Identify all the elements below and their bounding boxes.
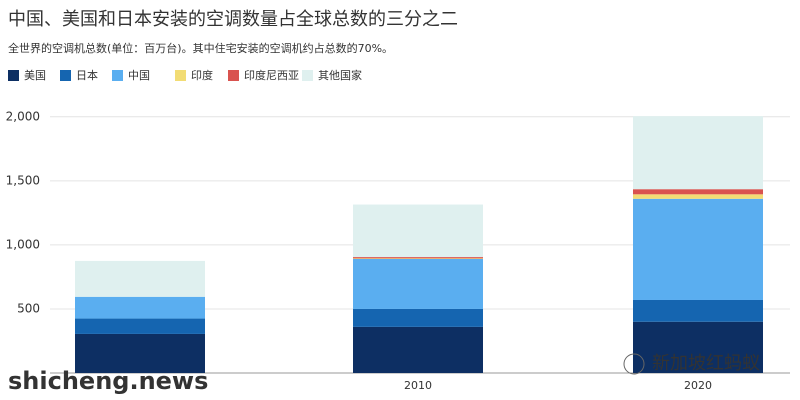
legend-swatch	[228, 70, 239, 81]
watermark: shicheng.news	[8, 367, 208, 395]
x-tick-label: 2020	[684, 379, 712, 392]
bar-segment	[353, 308, 483, 327]
legend-swatch	[302, 70, 313, 81]
watermark-icon	[623, 353, 645, 375]
legend-label: 中国	[128, 69, 150, 82]
bar-segment	[353, 326, 483, 373]
y-tick-label: 1,000	[6, 237, 40, 251]
legend-label: 其他国家	[318, 68, 362, 82]
bar-segment	[75, 260, 205, 297]
bar-segment	[353, 257, 483, 259]
bar-segment	[75, 296, 205, 319]
legend-swatch	[8, 70, 19, 81]
bar-segment	[633, 189, 763, 195]
bar-segment	[633, 321, 763, 373]
bar-segment	[633, 299, 763, 322]
bar-segment	[353, 258, 483, 259]
chart-title: 中国、美国和日本安装的空调数量占全球总数的三分之二	[8, 9, 458, 30]
bar-segment	[633, 198, 763, 300]
bar-segment	[633, 116, 763, 190]
legend-swatch	[175, 70, 186, 81]
legend-swatch	[60, 70, 71, 81]
legend-label: 美国	[24, 69, 46, 82]
watermark: 新加坡红蚂蚁	[652, 353, 760, 374]
bar-segment	[75, 333, 205, 373]
legend-label: 日本	[76, 68, 98, 82]
y-tick-label: 500	[17, 301, 40, 315]
legend-label: 印度尼西亚	[244, 68, 299, 82]
bar-segment	[75, 318, 205, 334]
y-tick-label: 1,500	[6, 173, 40, 187]
chart-subtitle: 全世界的空调机总数(单位：百万台)。其中住宅安装的空调机约占总数的70%。	[8, 41, 393, 55]
legend-label: 印度	[191, 68, 213, 82]
bar-segment	[353, 258, 483, 309]
bar-segment	[353, 204, 483, 258]
x-tick-label: 2010	[404, 379, 432, 392]
bar-segment	[633, 194, 763, 199]
y-tick-label: 2,000	[6, 109, 40, 123]
legend-swatch	[112, 70, 123, 81]
